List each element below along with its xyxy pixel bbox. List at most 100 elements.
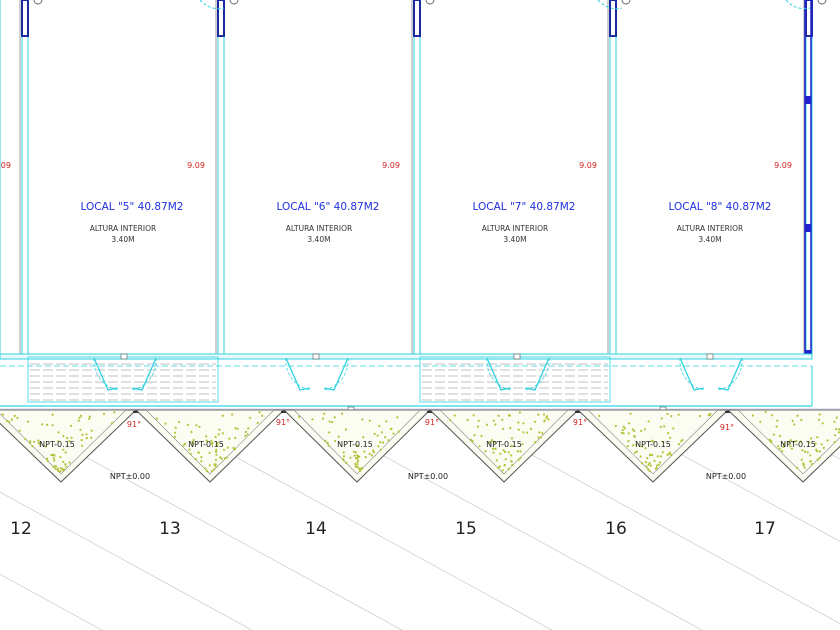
local-5-labels: LOCAL "5" 40.87M2 ALTURA INTERIOR 3.40M … — [81, 161, 205, 244]
planter-plant — [377, 445, 380, 448]
planter-plant — [808, 441, 811, 444]
planter-plant — [333, 416, 336, 419]
planter-plant — [220, 457, 223, 460]
planter-plant — [111, 421, 114, 425]
planter-plant — [384, 436, 387, 439]
planter-plant — [635, 443, 638, 446]
planter-plant — [90, 436, 93, 439]
planter-plant — [155, 417, 158, 420]
planter-plant — [509, 427, 512, 430]
local-8-labels: LOCAL "8" 40.87M2 ALTURA INTERIOR 3.40M … — [669, 161, 792, 244]
planter-plant — [173, 435, 177, 438]
planter-plant — [41, 423, 44, 426]
planter-plant — [791, 419, 794, 422]
planter-plant — [198, 425, 201, 428]
planter-plant — [772, 433, 776, 436]
door-leaf — [679, 357, 705, 391]
planter — [282, 409, 433, 483]
planter-plant — [382, 441, 385, 444]
planter-plant — [380, 431, 383, 434]
planter-plant — [453, 414, 456, 417]
planter-plant — [655, 467, 658, 470]
planter-plant — [519, 450, 522, 453]
planter-plant — [519, 456, 522, 460]
planter-plant — [804, 450, 807, 453]
planter-plant — [538, 431, 541, 434]
npt-planter-1: NPT-0.15 — [39, 440, 75, 449]
planter-zigzag — [0, 409, 840, 483]
door-swing — [323, 357, 349, 391]
door-swing — [285, 357, 311, 391]
planter-plant — [88, 417, 91, 420]
planter-plant — [494, 447, 497, 450]
planter-plant — [510, 454, 513, 457]
planter-plant — [205, 435, 208, 438]
planter-plant — [633, 435, 636, 438]
planter-plant — [379, 441, 382, 444]
planter-plant — [355, 444, 358, 447]
planter-plant — [244, 430, 248, 433]
planter-plant — [186, 423, 190, 426]
npt-planter-2: NPT-0.15 — [188, 440, 224, 449]
planter-plant — [659, 425, 662, 429]
planter-plant — [224, 457, 227, 460]
angle-labels: 91° 91° 91° 91° 91° — [127, 418, 734, 432]
entry-door — [486, 353, 550, 391]
planter-plant — [820, 443, 823, 446]
planter-plant — [476, 425, 480, 428]
planter-plant — [204, 467, 207, 470]
planter-plant — [342, 455, 346, 458]
planter-plant — [59, 467, 63, 470]
angle-label-2: 91° — [276, 418, 290, 427]
planter — [0, 409, 139, 483]
planter-plant — [647, 420, 650, 423]
planter-plant — [790, 447, 794, 450]
planter-plant — [331, 421, 334, 424]
planter-plant — [764, 411, 767, 414]
planter-plant — [635, 450, 639, 453]
planter-plant — [649, 453, 652, 456]
planter-plant — [173, 431, 176, 434]
door-leaf — [93, 357, 119, 391]
planter-plant — [632, 444, 635, 447]
planter-plant — [311, 418, 314, 421]
grid-label-17: 17 — [754, 519, 776, 539]
wall-column — [609, 0, 617, 37]
local-8-height-label: ALTURA INTERIOR — [677, 224, 743, 233]
planter-plant — [190, 430, 193, 434]
npt-ground-labels: NPT±0.00 NPT±0.00 NPT±0.00 — [110, 472, 746, 481]
door-swing — [717, 357, 743, 391]
wall-column — [217, 0, 225, 37]
planter-plant — [621, 429, 624, 432]
planter-plant — [534, 441, 537, 444]
planter-plant — [46, 459, 49, 462]
planter-plant — [640, 445, 644, 448]
planter-plant — [795, 439, 798, 443]
planter-plant — [626, 445, 630, 448]
planter-plant — [517, 421, 520, 424]
planter-plant — [494, 423, 497, 426]
planter-plant — [396, 416, 399, 419]
wall-pier — [21, 0, 29, 357]
planter-plant — [248, 416, 252, 419]
wall-pier — [609, 0, 617, 357]
planter-plant — [18, 429, 21, 432]
diagonal-line — [0, 573, 103, 630]
planter-plant — [517, 458, 520, 461]
door-leaf — [486, 357, 512, 391]
planter-plant — [261, 414, 264, 417]
planter-plant — [356, 455, 360, 458]
planter-plant — [192, 438, 195, 442]
planter-plant — [39, 443, 42, 446]
planter-plant — [540, 436, 543, 439]
planter-plant — [800, 418, 803, 421]
planter-plant — [29, 440, 32, 443]
planter-plant — [197, 451, 200, 454]
planter-plant — [826, 439, 829, 442]
wall-column — [805, 0, 813, 37]
planter-plant — [470, 438, 473, 441]
planter-plant — [517, 428, 520, 431]
planter-plant — [782, 445, 785, 448]
npt-planter-5: NPT-0.15 — [635, 440, 671, 449]
